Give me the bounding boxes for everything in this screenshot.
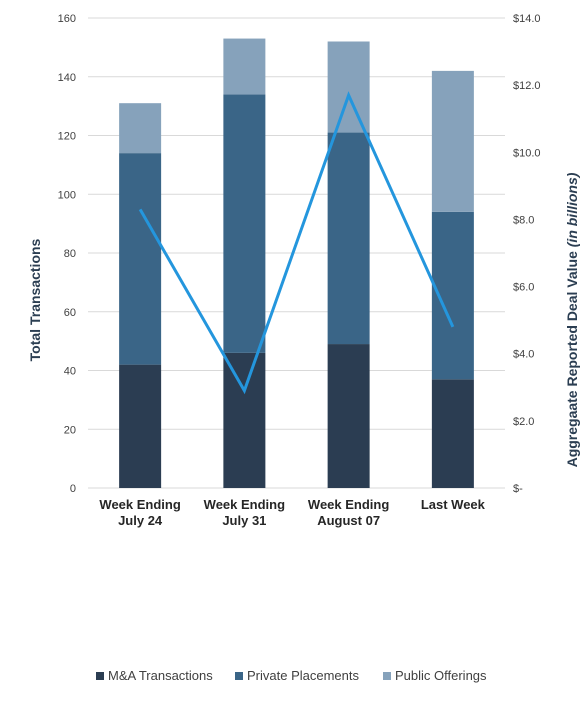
right-axis-title-main: Aggregaate Reported Deal Value — [564, 251, 580, 468]
left-tick-label: 0 — [70, 483, 76, 495]
bar-segment — [119, 103, 162, 154]
legend-swatch — [235, 672, 243, 680]
left-axis-ticks: 0 20 40 60 80 100 120 140 160 — [58, 13, 76, 495]
category-labels: Week Ending July 24 Week Ending July 31 Week… — [99, 497, 485, 528]
left-tick-label: 80 — [64, 248, 76, 260]
deal-value-line — [138, 91, 455, 395]
bar-segment — [223, 94, 266, 353]
legend-label: Public Offerings — [395, 668, 487, 683]
category-label: Week Ending August 07 — [308, 497, 389, 528]
bars — [119, 38, 474, 488]
legend-swatch — [96, 672, 104, 680]
category-label: Week Ending July 31 — [204, 497, 285, 528]
legend-swatch — [383, 672, 391, 680]
right-tick-label: $8.0 — [513, 214, 534, 226]
left-tick-label: 120 — [58, 131, 76, 143]
bar-segment — [223, 352, 266, 488]
right-axis-ticks: $- $2.0 $4.0 $6.0 $8.0 $10.0 $12.0 $14.0 — [513, 13, 541, 495]
left-tick-label: 100 — [58, 189, 76, 201]
right-tick-label: $12.0 — [513, 80, 541, 92]
bar-segment — [327, 41, 370, 133]
category-label: Week Ending July 24 — [99, 497, 180, 528]
bar-segment — [431, 70, 474, 212]
left-tick-label: 20 — [64, 424, 76, 436]
legend: M&A Transactions Private Placements Public… — [96, 668, 487, 683]
bar-segment — [431, 379, 474, 488]
category-label: Last Week — [421, 497, 486, 512]
left-tick-label: 40 — [64, 366, 76, 378]
right-tick-label: $6.0 — [513, 282, 534, 294]
right-axis-title: Aggregaate Reported Deal Value (in billi… — [564, 172, 580, 467]
right-tick-label: $2.0 — [513, 416, 534, 428]
bar-segment — [327, 132, 370, 345]
right-tick-label: $10.0 — [513, 147, 541, 159]
right-tick-label: $4.0 — [513, 349, 534, 361]
legend-label: Private Placements — [247, 668, 359, 683]
right-tick-label: $- — [513, 483, 523, 495]
left-tick-label: 60 — [64, 307, 76, 319]
bar-segment — [223, 38, 266, 95]
left-tick-label: 160 — [58, 13, 76, 25]
bar-segment — [327, 344, 370, 488]
left-tick-label: 140 — [58, 72, 76, 84]
right-axis-title-unit: (in billions) — [564, 172, 580, 247]
bar-segment — [119, 364, 162, 488]
bar-segment — [119, 153, 162, 365]
deal-value-polyline — [138, 91, 455, 395]
left-axis-title: Total Transactions — [27, 238, 43, 361]
right-tick-label: $14.0 — [513, 13, 541, 25]
legend-label: M&A Transactions — [108, 668, 213, 683]
